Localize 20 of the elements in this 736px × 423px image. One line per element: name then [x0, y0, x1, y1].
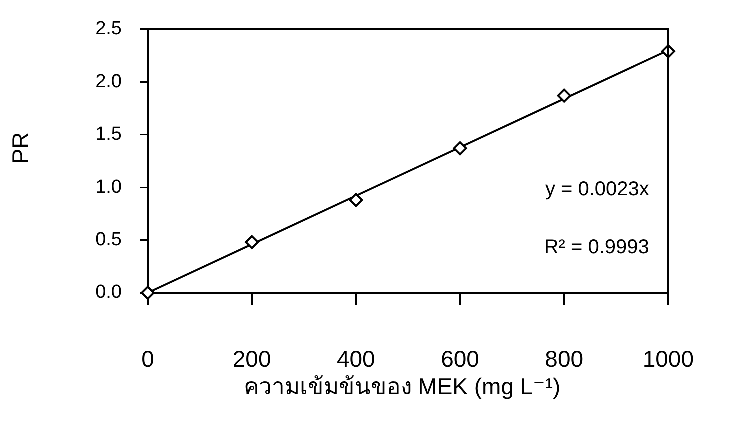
point [557, 88, 572, 103]
x-tick-label: 400 [336, 346, 376, 372]
y-tick-label: 1.5 [96, 124, 122, 146]
point [245, 235, 260, 250]
y-axis-title: PR [7, 132, 34, 164]
y-tick-label: 1.0 [96, 176, 122, 198]
x-axis-title: ความเข้มข้นของ MEK (mg L⁻¹) [244, 373, 561, 400]
x-tick-label: 200 [232, 346, 272, 372]
y-tick-label: 2.0 [96, 71, 122, 92]
y-tick-label: 2.5 [96, 18, 122, 40]
x-tick-label: 800 [545, 346, 584, 372]
annotation: R² = 0.9993 [544, 236, 650, 259]
x-tick-label: 600 [441, 346, 480, 372]
point [453, 142, 468, 156]
y-tick-label: 0.5 [96, 230, 122, 251]
x-tick-label: 0 [142, 346, 154, 372]
x-tick-label: 1000 [642, 346, 694, 372]
y-tick-label: 0.0 [96, 282, 122, 304]
annotation: y = 0.0023x [545, 178, 650, 201]
point [349, 193, 364, 208]
